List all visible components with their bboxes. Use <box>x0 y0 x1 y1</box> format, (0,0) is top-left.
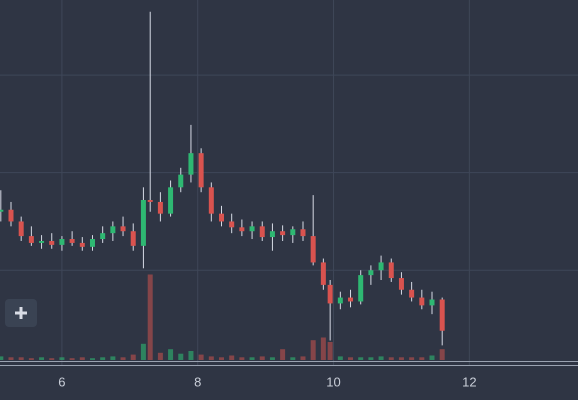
candle-body <box>239 227 245 232</box>
x-tick-label: 6 <box>58 374 65 389</box>
candle-body <box>358 275 364 302</box>
volume-bar <box>219 357 225 360</box>
candle-body <box>168 187 174 214</box>
candle-body <box>79 242 85 247</box>
zoom-button[interactable] <box>5 299 37 327</box>
volume-bar <box>69 358 75 360</box>
volume-bar <box>378 356 384 360</box>
candle-body <box>178 174 184 188</box>
volume-bar <box>409 357 415 360</box>
candle-body <box>429 299 435 306</box>
volume-bar <box>110 356 116 360</box>
candle-body <box>327 284 333 304</box>
volume-bar <box>439 349 445 360</box>
volume-bar <box>18 357 24 360</box>
candle-body <box>269 231 275 238</box>
candle-body <box>348 297 354 302</box>
candle-body <box>337 297 343 304</box>
candle-body <box>419 297 425 306</box>
candle-body <box>39 240 45 243</box>
volume-bar <box>310 340 316 360</box>
candle-body <box>219 213 225 222</box>
volume-bar <box>79 357 85 360</box>
candle-body <box>110 226 116 234</box>
candle-body <box>8 209 14 222</box>
volume-bar <box>269 357 275 360</box>
candle-body <box>310 236 316 263</box>
volume-bar <box>358 357 364 360</box>
candle-body <box>198 153 204 188</box>
x-tick-label: 10 <box>326 374 340 389</box>
volume-bar <box>348 357 354 360</box>
candle-body <box>368 270 374 276</box>
candle-body <box>69 239 75 243</box>
volume-bar <box>208 356 214 360</box>
volume-bar <box>157 352 163 360</box>
candle-body <box>0 209 4 212</box>
candle-body <box>300 229 306 237</box>
volume-bar <box>300 356 306 360</box>
volume-bar <box>59 357 65 360</box>
volume-bar <box>280 349 286 360</box>
volume-bar <box>429 355 435 360</box>
candle-body <box>388 262 394 279</box>
volume-bar <box>168 349 174 360</box>
candle-body <box>208 187 214 214</box>
candle-body <box>28 236 34 243</box>
candle-body <box>249 226 255 232</box>
candle-body <box>409 289 415 298</box>
candle-body <box>320 262 326 285</box>
volume-bar <box>337 356 343 360</box>
candle-body <box>280 231 286 236</box>
volume-bar <box>8 357 14 360</box>
candle-body <box>147 200 153 202</box>
candle-body <box>100 233 106 240</box>
candle-body <box>188 153 194 175</box>
candle-body <box>89 239 95 247</box>
candle-body <box>290 229 296 236</box>
volume-bar <box>178 353 184 360</box>
candle-body <box>259 226 265 238</box>
volume-bar <box>188 351 194 360</box>
candle-body <box>140 200 146 246</box>
candle-body <box>378 262 384 271</box>
volume-bar <box>89 358 95 360</box>
volume-bar <box>0 356 4 360</box>
x-tick-label: 12 <box>462 374 476 389</box>
volume-bar <box>259 356 265 360</box>
candle-body <box>49 240 55 245</box>
volume-bar <box>290 357 296 360</box>
volume-bar <box>147 274 153 360</box>
volume-bar <box>140 343 146 360</box>
candle-body <box>120 226 126 232</box>
volume-bar <box>130 354 136 360</box>
candle-body <box>59 239 65 245</box>
volume-bar <box>368 357 374 360</box>
plus-icon <box>15 307 27 319</box>
candle-body <box>130 231 136 246</box>
candle-body <box>439 299 445 331</box>
volume-bar <box>39 357 45 360</box>
x-tick-label: 8 <box>194 374 201 389</box>
volume-bar <box>419 357 425 360</box>
volume-bar <box>388 357 394 360</box>
candle-body <box>398 278 404 290</box>
volume-bar <box>28 358 34 360</box>
volume-bar <box>398 357 404 360</box>
candle-body <box>229 221 235 228</box>
candle-body <box>157 201 163 214</box>
volume-bar <box>229 355 235 360</box>
volume-bar <box>49 358 55 360</box>
volume-bar <box>100 357 106 360</box>
candle-body <box>18 221 24 237</box>
volume-bar <box>320 337 326 360</box>
volume-bar <box>249 357 255 360</box>
volume-bar <box>120 357 126 360</box>
volume-bar <box>239 357 245 360</box>
volume-bar <box>198 354 204 360</box>
volume-bar <box>327 342 333 360</box>
